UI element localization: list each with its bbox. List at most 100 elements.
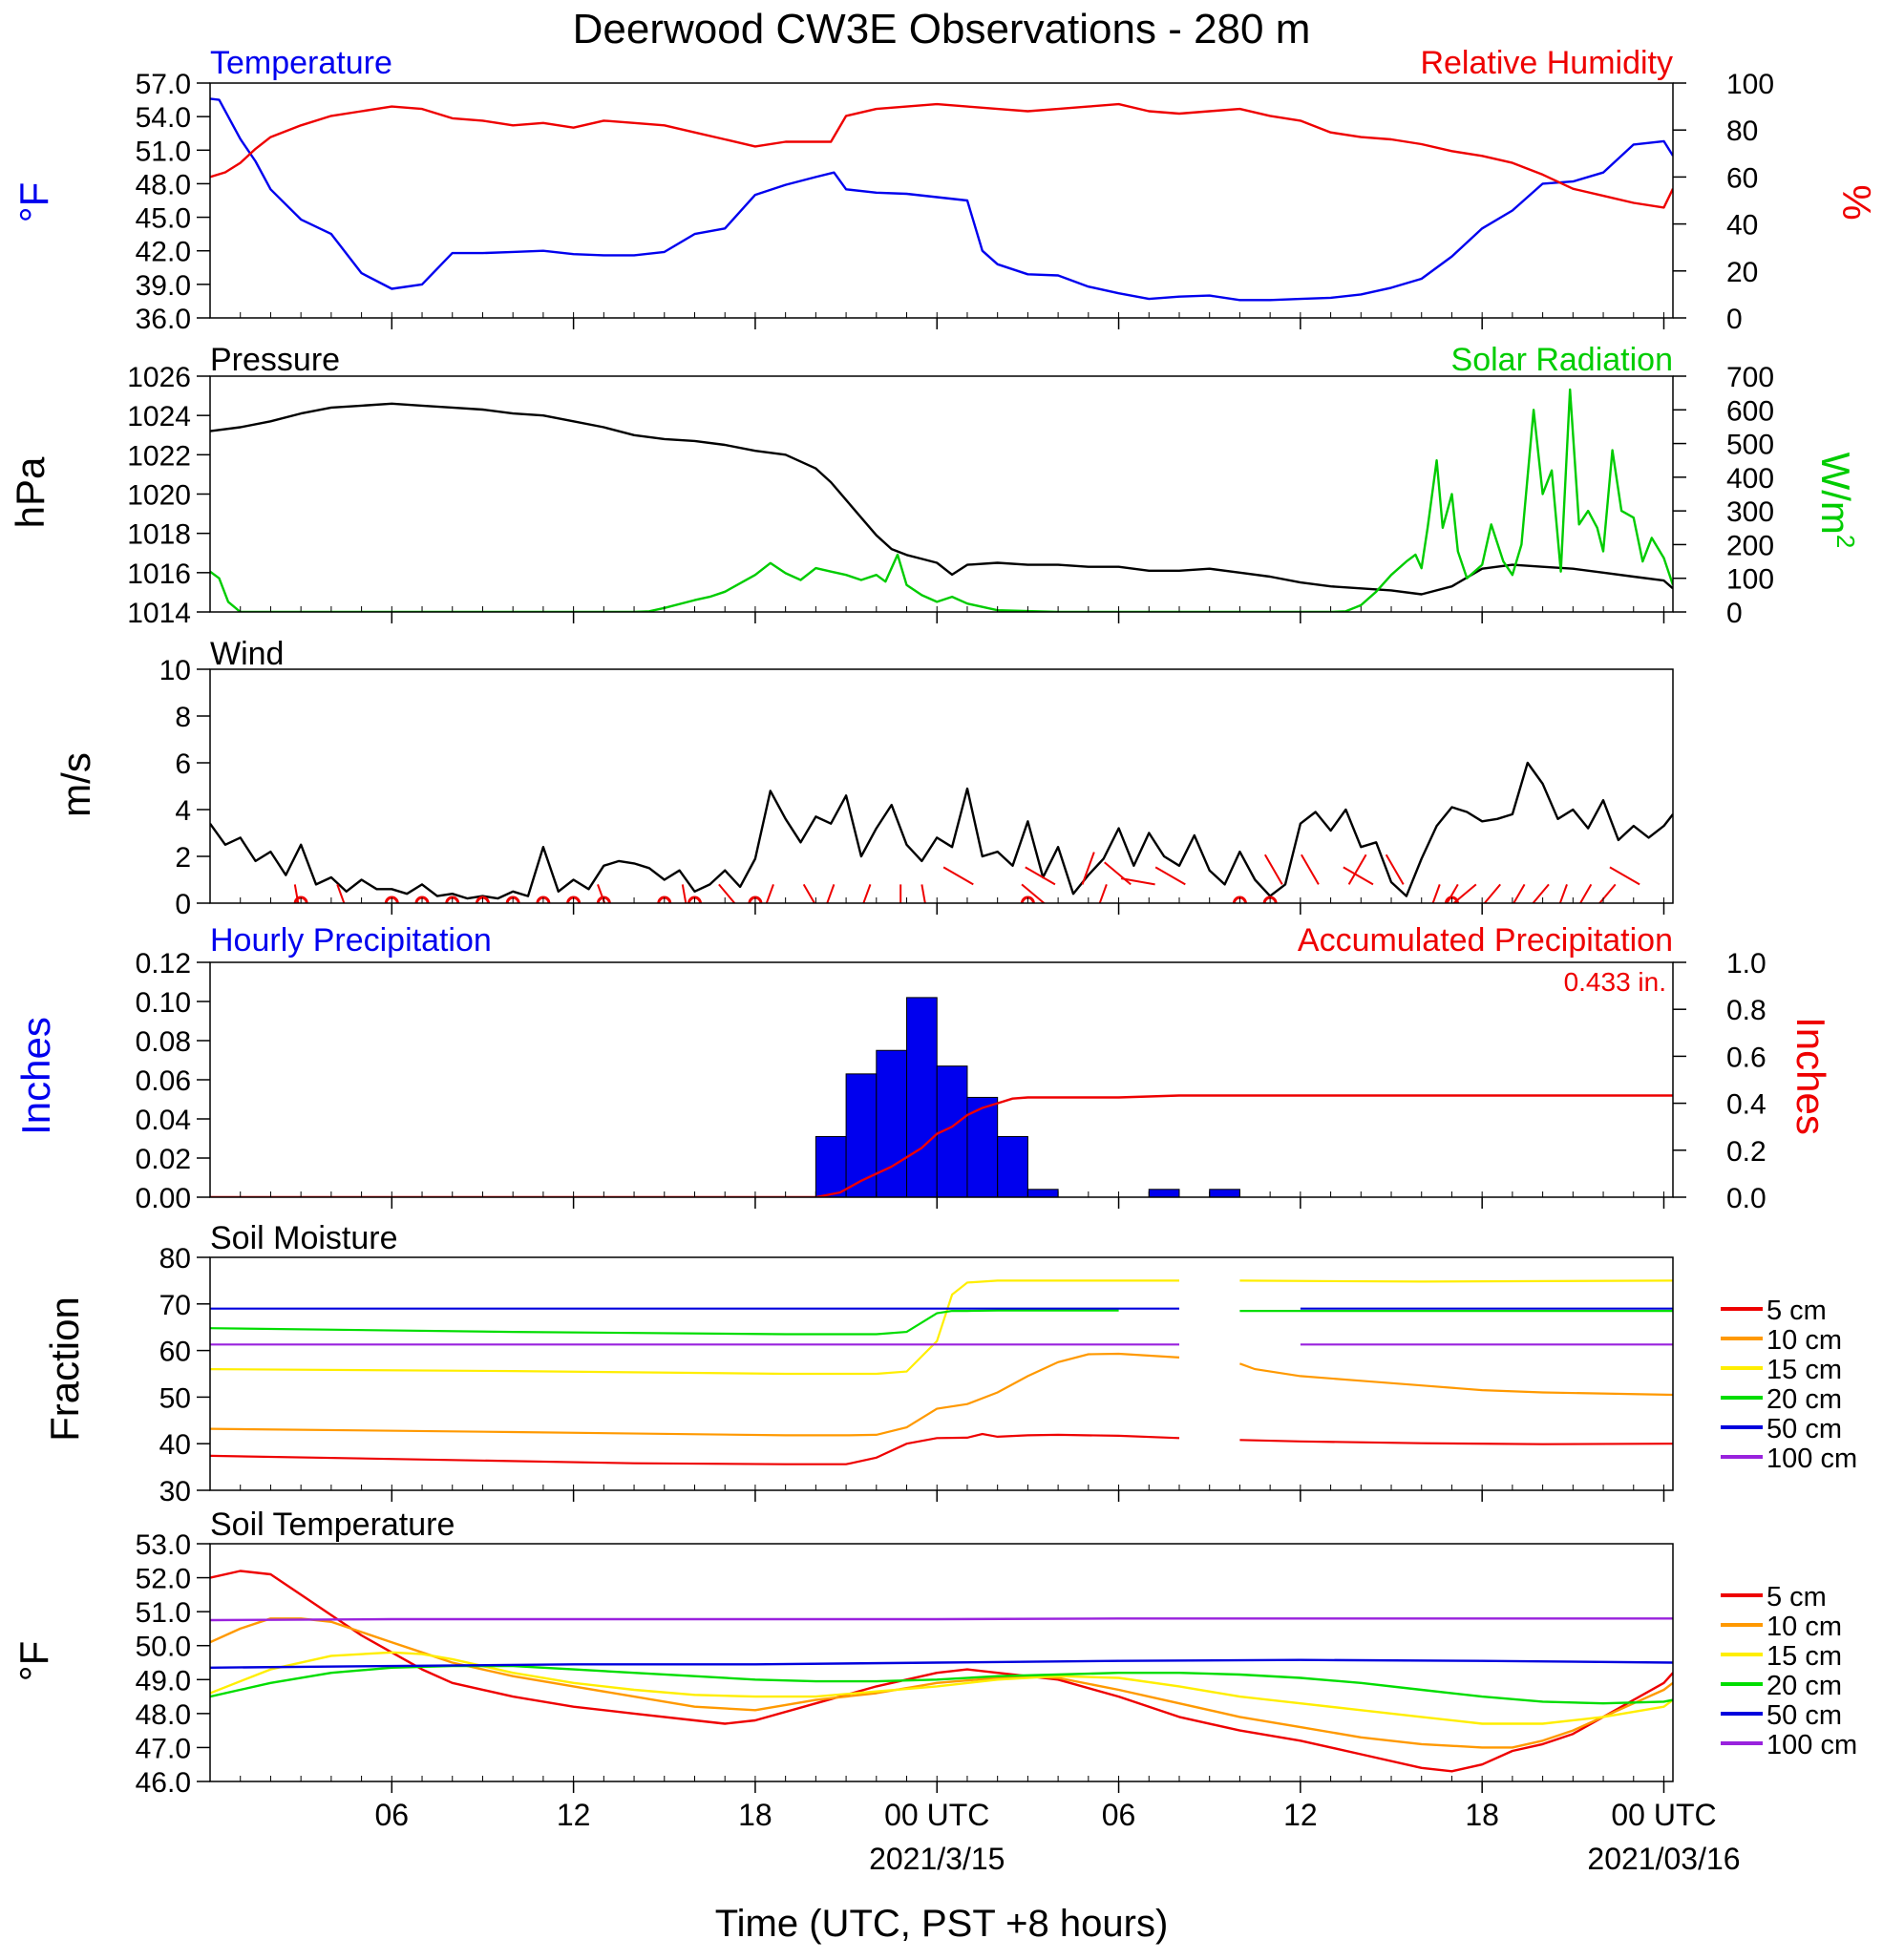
- y2-tick-label: 80: [1726, 116, 1758, 147]
- series-50-cm: [210, 1658, 1673, 1669]
- wind-barb: [920, 884, 926, 903]
- wind-barb: [336, 884, 346, 903]
- y-tick-label: 52.0: [136, 1564, 191, 1595]
- series-relative-humidity: [210, 102, 1673, 209]
- legend-label: 10 cm: [1767, 1325, 1842, 1356]
- legend-label: 50 cm: [1767, 1700, 1842, 1731]
- y-tick-label: 80: [159, 1243, 191, 1275]
- x-tick-label: 00 UTC: [1611, 1798, 1716, 1832]
- y-tick-label: 36.0: [136, 304, 191, 335]
- y-tick-label: 1018: [127, 519, 191, 551]
- y-tick-label: 4: [175, 795, 191, 827]
- x-tick-label: 18: [1465, 1798, 1499, 1832]
- x-tick-date: 2021/03/16: [1587, 1842, 1740, 1876]
- series-5-cm: [210, 1570, 1673, 1773]
- wind-barb: [1597, 883, 1617, 903]
- y-tick-label: 1022: [127, 440, 191, 472]
- series-20-cm: [210, 1309, 1673, 1336]
- y-tick-label: 51.0: [136, 1597, 191, 1629]
- y-tick-label: 0.10: [136, 987, 191, 1019]
- series-100-cm: [210, 1617, 1673, 1622]
- y-tick-label: 51.0: [136, 136, 191, 167]
- precip-bar: [1148, 1189, 1180, 1197]
- precip-bar: [997, 1135, 1028, 1197]
- soil-moisture-axis-label: Fraction: [42, 1296, 87, 1442]
- plot-area: [210, 388, 1673, 612]
- series-wind-speed: [210, 761, 1673, 900]
- y2-tick-label: 0.8: [1726, 995, 1767, 1026]
- wind-barb: [765, 884, 774, 903]
- y-tick-label: 50.0: [136, 1632, 191, 1663]
- legend-label: 100 cm: [1767, 1730, 1857, 1760]
- plot-area: [210, 1279, 1673, 1465]
- wind-panel: Wind m/s 10 8 6 4 2 0: [53, 636, 1674, 920]
- x-tick-label: 06: [375, 1798, 410, 1832]
- y2-tick-label: 200: [1726, 530, 1774, 561]
- time-axis: 06 12 18 00 UTC 2021/3/15 06 12 18 00 UTC 2021/03…: [375, 1798, 1741, 1876]
- precipitation-panel: Hourly Precipitation Accumulated Precipi…: [13, 922, 1833, 1214]
- solar-axis-label: W/m2: [1813, 453, 1860, 549]
- legend-label: 10 cm: [1767, 1612, 1842, 1642]
- accum-precip-axis-label: Inches: [1788, 1017, 1833, 1135]
- wind-barb: [1343, 866, 1374, 886]
- humidity-title: Relative Humidity: [1420, 45, 1673, 81]
- pressure-title: Pressure: [210, 342, 340, 378]
- x-tick-label: 00 UTC: [884, 1798, 989, 1832]
- wind-barb: [1263, 854, 1283, 885]
- soil-temperature-title: Soil Temperature: [210, 1507, 455, 1543]
- wind-barb: [802, 883, 816, 903]
- wind-barb: [1347, 854, 1367, 885]
- wind-barb: [718, 883, 736, 903]
- soil-moisture-title: Soil Moisture: [210, 1220, 398, 1256]
- wind-barb: [1104, 861, 1132, 886]
- y-tick-label: 30: [159, 1476, 191, 1507]
- solar-axis-exponent: 2: [1831, 535, 1860, 548]
- solar-axis-unit: W/m: [1813, 453, 1858, 535]
- y-tick-label: 40: [159, 1429, 191, 1461]
- wind-barb: [1513, 883, 1526, 903]
- y2-tick-label: 0.6: [1726, 1042, 1767, 1073]
- x-tick-date: 2021/3/15: [869, 1842, 1005, 1876]
- wind-barb: [1154, 866, 1186, 886]
- wind-barb: [1120, 877, 1155, 886]
- y2-tick-label: 300: [1726, 496, 1774, 528]
- y-tick-label: 49.0: [136, 1665, 191, 1697]
- precip-bar: [966, 1096, 999, 1197]
- y2-tick-label: 0: [1726, 598, 1743, 629]
- x-tick-label: 18: [738, 1798, 772, 1832]
- y-tick-label: 60: [159, 1337, 191, 1368]
- series-pressure: [210, 402, 1673, 596]
- plot-frame: [209, 375, 1674, 613]
- legend-label: 5 cm: [1767, 1582, 1827, 1612]
- time-axis-label: Time (UTC, PST +8 hours): [715, 1903, 1169, 1945]
- wind-barb: [942, 866, 974, 886]
- y2-tick-label: 600: [1726, 395, 1774, 427]
- precip-bar: [906, 997, 938, 1197]
- y-tick-label: 48.0: [136, 169, 191, 200]
- y-tick-label: 54.0: [136, 102, 191, 134]
- wind-barb: [1098, 884, 1108, 903]
- y-tick-label: 1024: [127, 401, 191, 432]
- x-tick-label: 12: [1283, 1798, 1318, 1832]
- temperature-humidity-panel: Temperature Relative Humidity °F % 57.05…: [11, 45, 1879, 335]
- y2-tick-label: 100: [1726, 69, 1774, 100]
- y2-tick-label: 500: [1726, 430, 1774, 461]
- wind-barb: [681, 884, 688, 903]
- soil-temperature-panel: Soil Temperature °F 53.052.051.050.049.0…: [11, 1507, 1857, 1799]
- y-tick-label: 1016: [127, 558, 191, 590]
- precip-bar: [845, 1073, 878, 1197]
- plot-area: [210, 1570, 1673, 1773]
- precip-bar: [1026, 1189, 1059, 1197]
- y-tick-label: 2: [175, 842, 191, 874]
- temperature-title: Temperature: [210, 45, 392, 81]
- legend-label: 100 cm: [1767, 1444, 1857, 1474]
- y2-tick-label: 0.4: [1726, 1089, 1767, 1121]
- plot-area: [210, 761, 1673, 903]
- y-tick-label: 0.00: [136, 1183, 191, 1214]
- y2-tick-label: 400: [1726, 463, 1774, 495]
- precip-bar: [815, 1135, 847, 1197]
- y-tick-label: 8: [175, 702, 191, 733]
- series-accumulated-precipitation: [210, 1094, 1673, 1197]
- y2-tick-label: 100: [1726, 564, 1774, 596]
